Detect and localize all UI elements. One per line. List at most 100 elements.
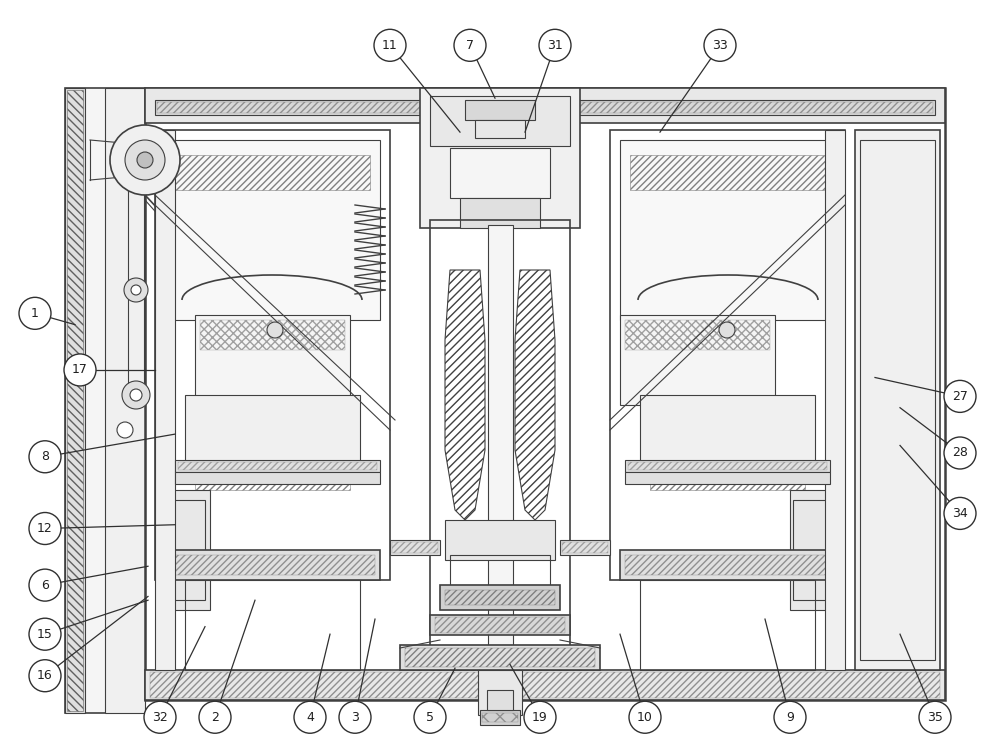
Text: 6: 6 (41, 578, 49, 592)
Bar (450, 555, 550, 585)
Circle shape (29, 513, 61, 544)
Circle shape (944, 437, 976, 469)
Text: 32: 32 (152, 710, 168, 724)
Bar (790, 490, 835, 610)
Bar (65, 88, 85, 713)
Circle shape (267, 322, 283, 338)
Circle shape (919, 701, 951, 733)
Bar (793, 500, 828, 600)
Bar (170, 555, 375, 575)
Circle shape (944, 498, 976, 529)
Circle shape (122, 381, 150, 409)
Circle shape (64, 354, 96, 386)
Circle shape (117, 422, 133, 438)
Bar (488, 225, 513, 645)
Bar (628, 462, 827, 470)
Bar (195, 315, 350, 405)
Bar (855, 130, 940, 670)
Bar (440, 585, 560, 610)
Bar (562, 542, 608, 553)
Bar (155, 100, 935, 115)
Circle shape (629, 701, 661, 733)
Circle shape (29, 660, 61, 692)
Text: 1: 1 (31, 307, 39, 320)
Circle shape (539, 29, 571, 61)
Text: 15: 15 (37, 627, 53, 641)
Bar (165, 550, 380, 580)
Bar (560, 540, 610, 555)
Bar (155, 130, 175, 670)
Bar (128, 190, 144, 390)
Circle shape (144, 701, 176, 733)
Bar (170, 500, 205, 600)
Bar (480, 710, 520, 725)
Circle shape (131, 285, 141, 295)
Text: 8: 8 (41, 450, 49, 464)
Text: 33: 33 (712, 39, 728, 52)
Circle shape (294, 701, 326, 733)
Bar (392, 542, 438, 553)
Text: 2: 2 (211, 710, 219, 724)
Circle shape (339, 701, 371, 733)
Circle shape (125, 140, 165, 180)
Text: 19: 19 (532, 710, 548, 724)
Bar (145, 670, 945, 700)
Bar (195, 465, 350, 490)
Text: 5: 5 (426, 710, 434, 724)
Text: 7: 7 (466, 39, 474, 52)
Circle shape (19, 297, 51, 329)
Bar (178, 462, 377, 470)
Text: 35: 35 (927, 710, 943, 724)
Bar (430, 615, 570, 635)
Bar (185, 580, 360, 670)
Bar (450, 148, 550, 198)
Bar (405, 648, 595, 667)
Bar (175, 460, 380, 472)
Bar (460, 198, 540, 228)
Text: 34: 34 (952, 507, 968, 520)
Text: 16: 16 (37, 669, 53, 683)
Text: 4: 4 (306, 710, 314, 724)
Circle shape (944, 381, 976, 412)
Text: 9: 9 (786, 710, 794, 724)
Text: 11: 11 (382, 39, 398, 52)
Bar (155, 130, 390, 580)
Circle shape (124, 278, 148, 302)
Bar (478, 670, 522, 715)
Circle shape (704, 29, 736, 61)
Circle shape (137, 152, 153, 168)
Circle shape (454, 29, 486, 61)
Bar (200, 320, 345, 350)
Bar (105, 88, 145, 713)
Bar (145, 88, 945, 123)
Bar (475, 120, 525, 138)
Text: 10: 10 (637, 710, 653, 724)
Bar (165, 140, 380, 320)
Bar (430, 220, 570, 670)
Circle shape (524, 701, 556, 733)
Circle shape (110, 125, 180, 195)
Bar (430, 96, 570, 146)
Bar (67, 90, 83, 711)
Bar (650, 465, 805, 490)
Text: 12: 12 (37, 522, 53, 535)
Text: 28: 28 (952, 446, 968, 460)
Bar (610, 130, 845, 580)
Bar (400, 645, 600, 670)
Circle shape (130, 389, 142, 401)
Bar (435, 617, 565, 633)
Bar (487, 690, 513, 710)
Text: 31: 31 (547, 39, 563, 52)
Bar (640, 580, 815, 670)
Bar (145, 88, 945, 700)
Text: 17: 17 (72, 363, 88, 377)
Bar (390, 540, 440, 555)
Bar (465, 100, 535, 120)
Bar (157, 102, 933, 113)
Bar (620, 550, 835, 580)
Circle shape (774, 701, 806, 733)
Bar (420, 88, 580, 228)
Circle shape (29, 569, 61, 601)
Circle shape (719, 322, 735, 338)
Circle shape (199, 701, 231, 733)
